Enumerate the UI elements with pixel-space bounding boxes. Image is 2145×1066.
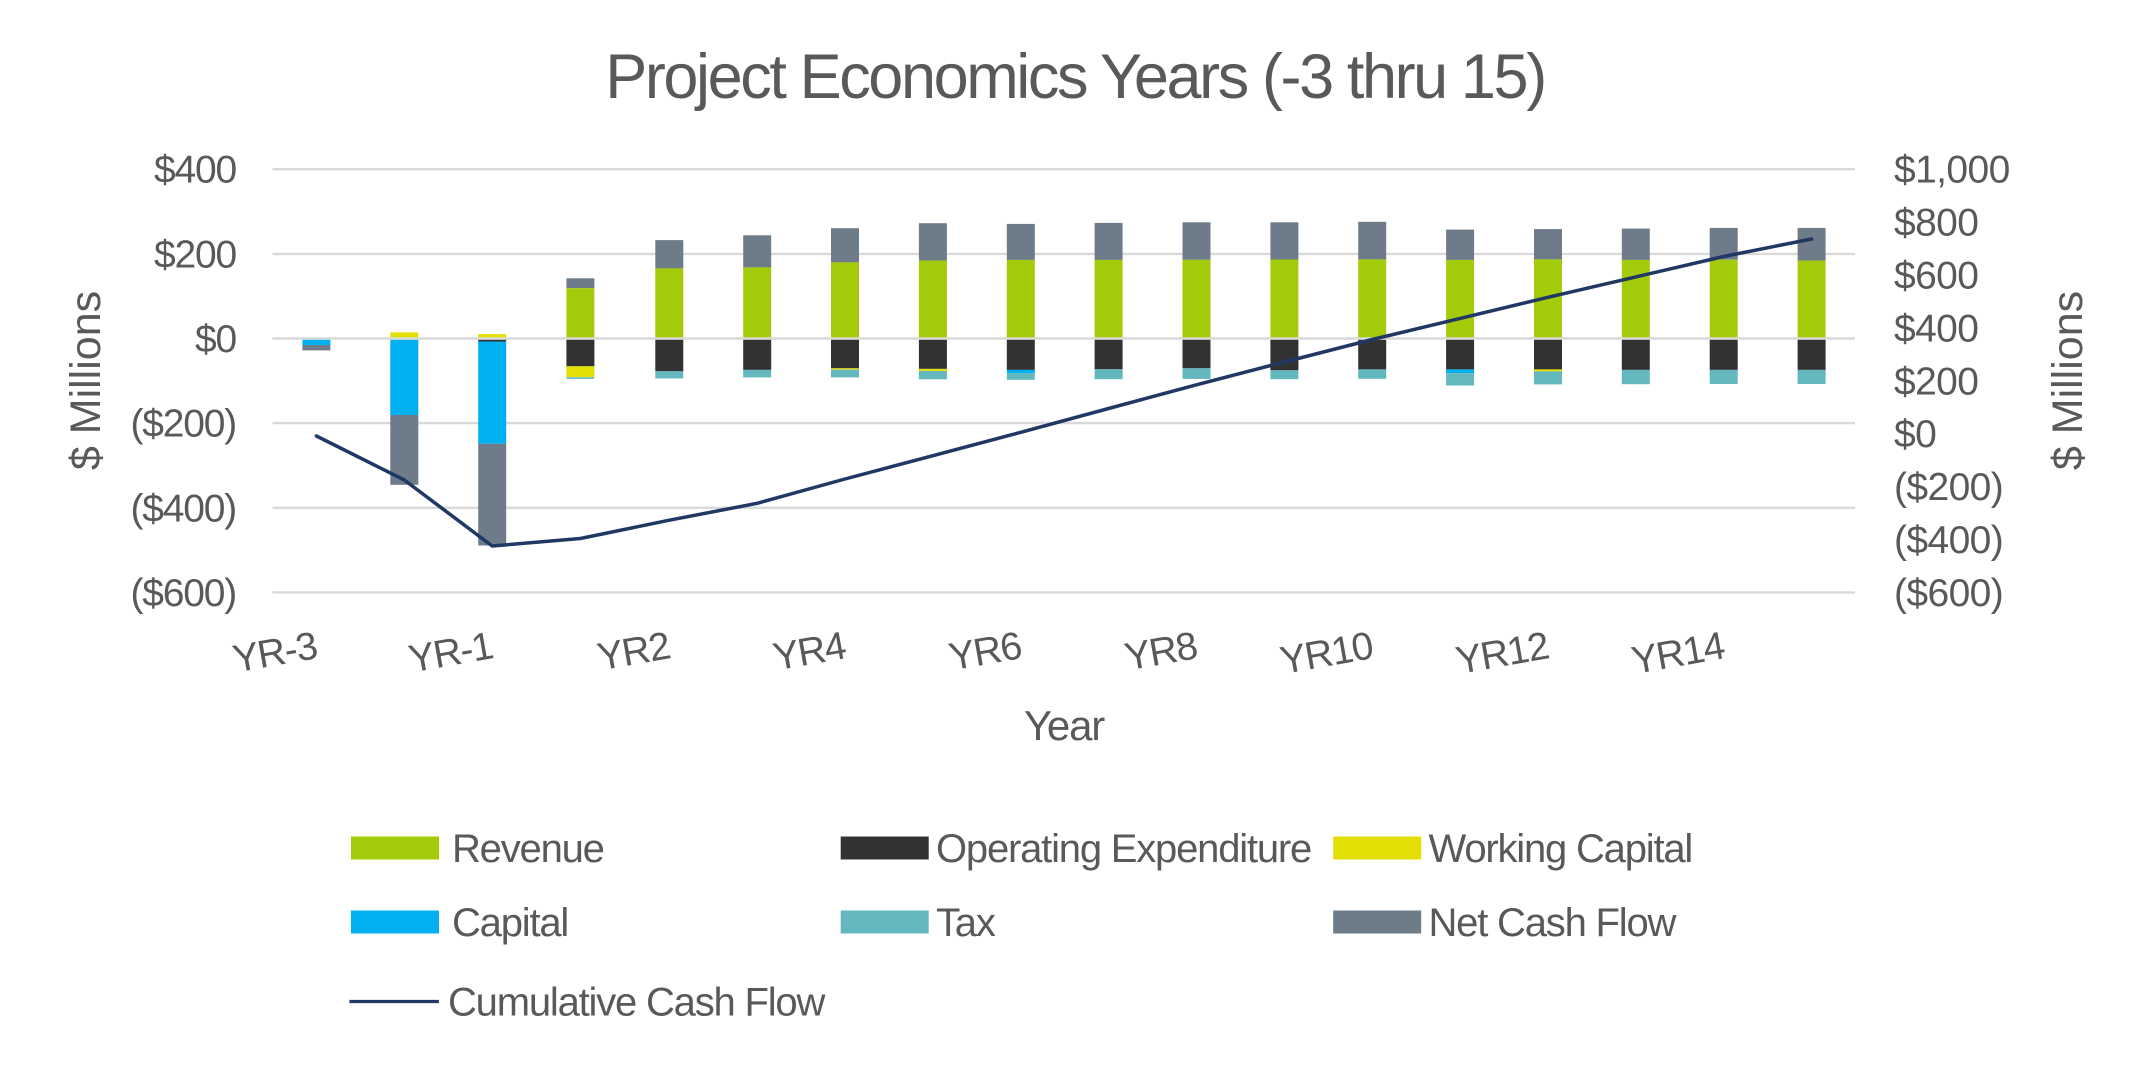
svg-text:($600): ($600)	[1894, 572, 2003, 615]
svg-text:$ Millions: $ Millions	[62, 291, 110, 470]
svg-text:Working Capital: Working Capital	[1429, 827, 1693, 871]
svg-text:$ Millions: $ Millions	[2044, 291, 2092, 470]
svg-text:($600): ($600)	[130, 572, 236, 615]
svg-text:$1,000: $1,000	[1894, 149, 2010, 192]
svg-text:Net Cash Flow: Net Cash Flow	[1429, 901, 1677, 945]
svg-text:$800: $800	[1894, 202, 1978, 245]
svg-text:Tax: Tax	[936, 901, 996, 945]
svg-text:Project Economics Years (-3 th: Project Economics Years (-3 thru 15)	[605, 42, 1545, 112]
svg-text:$600: $600	[1894, 255, 1978, 298]
svg-text:($400): ($400)	[1894, 519, 2003, 562]
svg-text:$0: $0	[1894, 413, 1936, 456]
svg-text:Cumulative Cash Flow: Cumulative Cash Flow	[448, 981, 825, 1025]
svg-text:($400): ($400)	[130, 487, 236, 530]
svg-text:$200: $200	[1894, 360, 1978, 403]
svg-text:$400: $400	[154, 149, 236, 192]
svg-text:$400: $400	[1894, 307, 1978, 350]
svg-text:($200): ($200)	[130, 403, 236, 446]
svg-text:$0: $0	[195, 318, 236, 361]
svg-text:$200: $200	[154, 233, 236, 276]
svg-text:Revenue: Revenue	[452, 827, 604, 871]
svg-text:Capital: Capital	[452, 901, 568, 945]
svg-text:Year: Year	[1024, 702, 1105, 749]
svg-text:Operating Expenditure: Operating Expenditure	[936, 827, 1311, 871]
svg-text:($200): ($200)	[1894, 466, 2003, 509]
